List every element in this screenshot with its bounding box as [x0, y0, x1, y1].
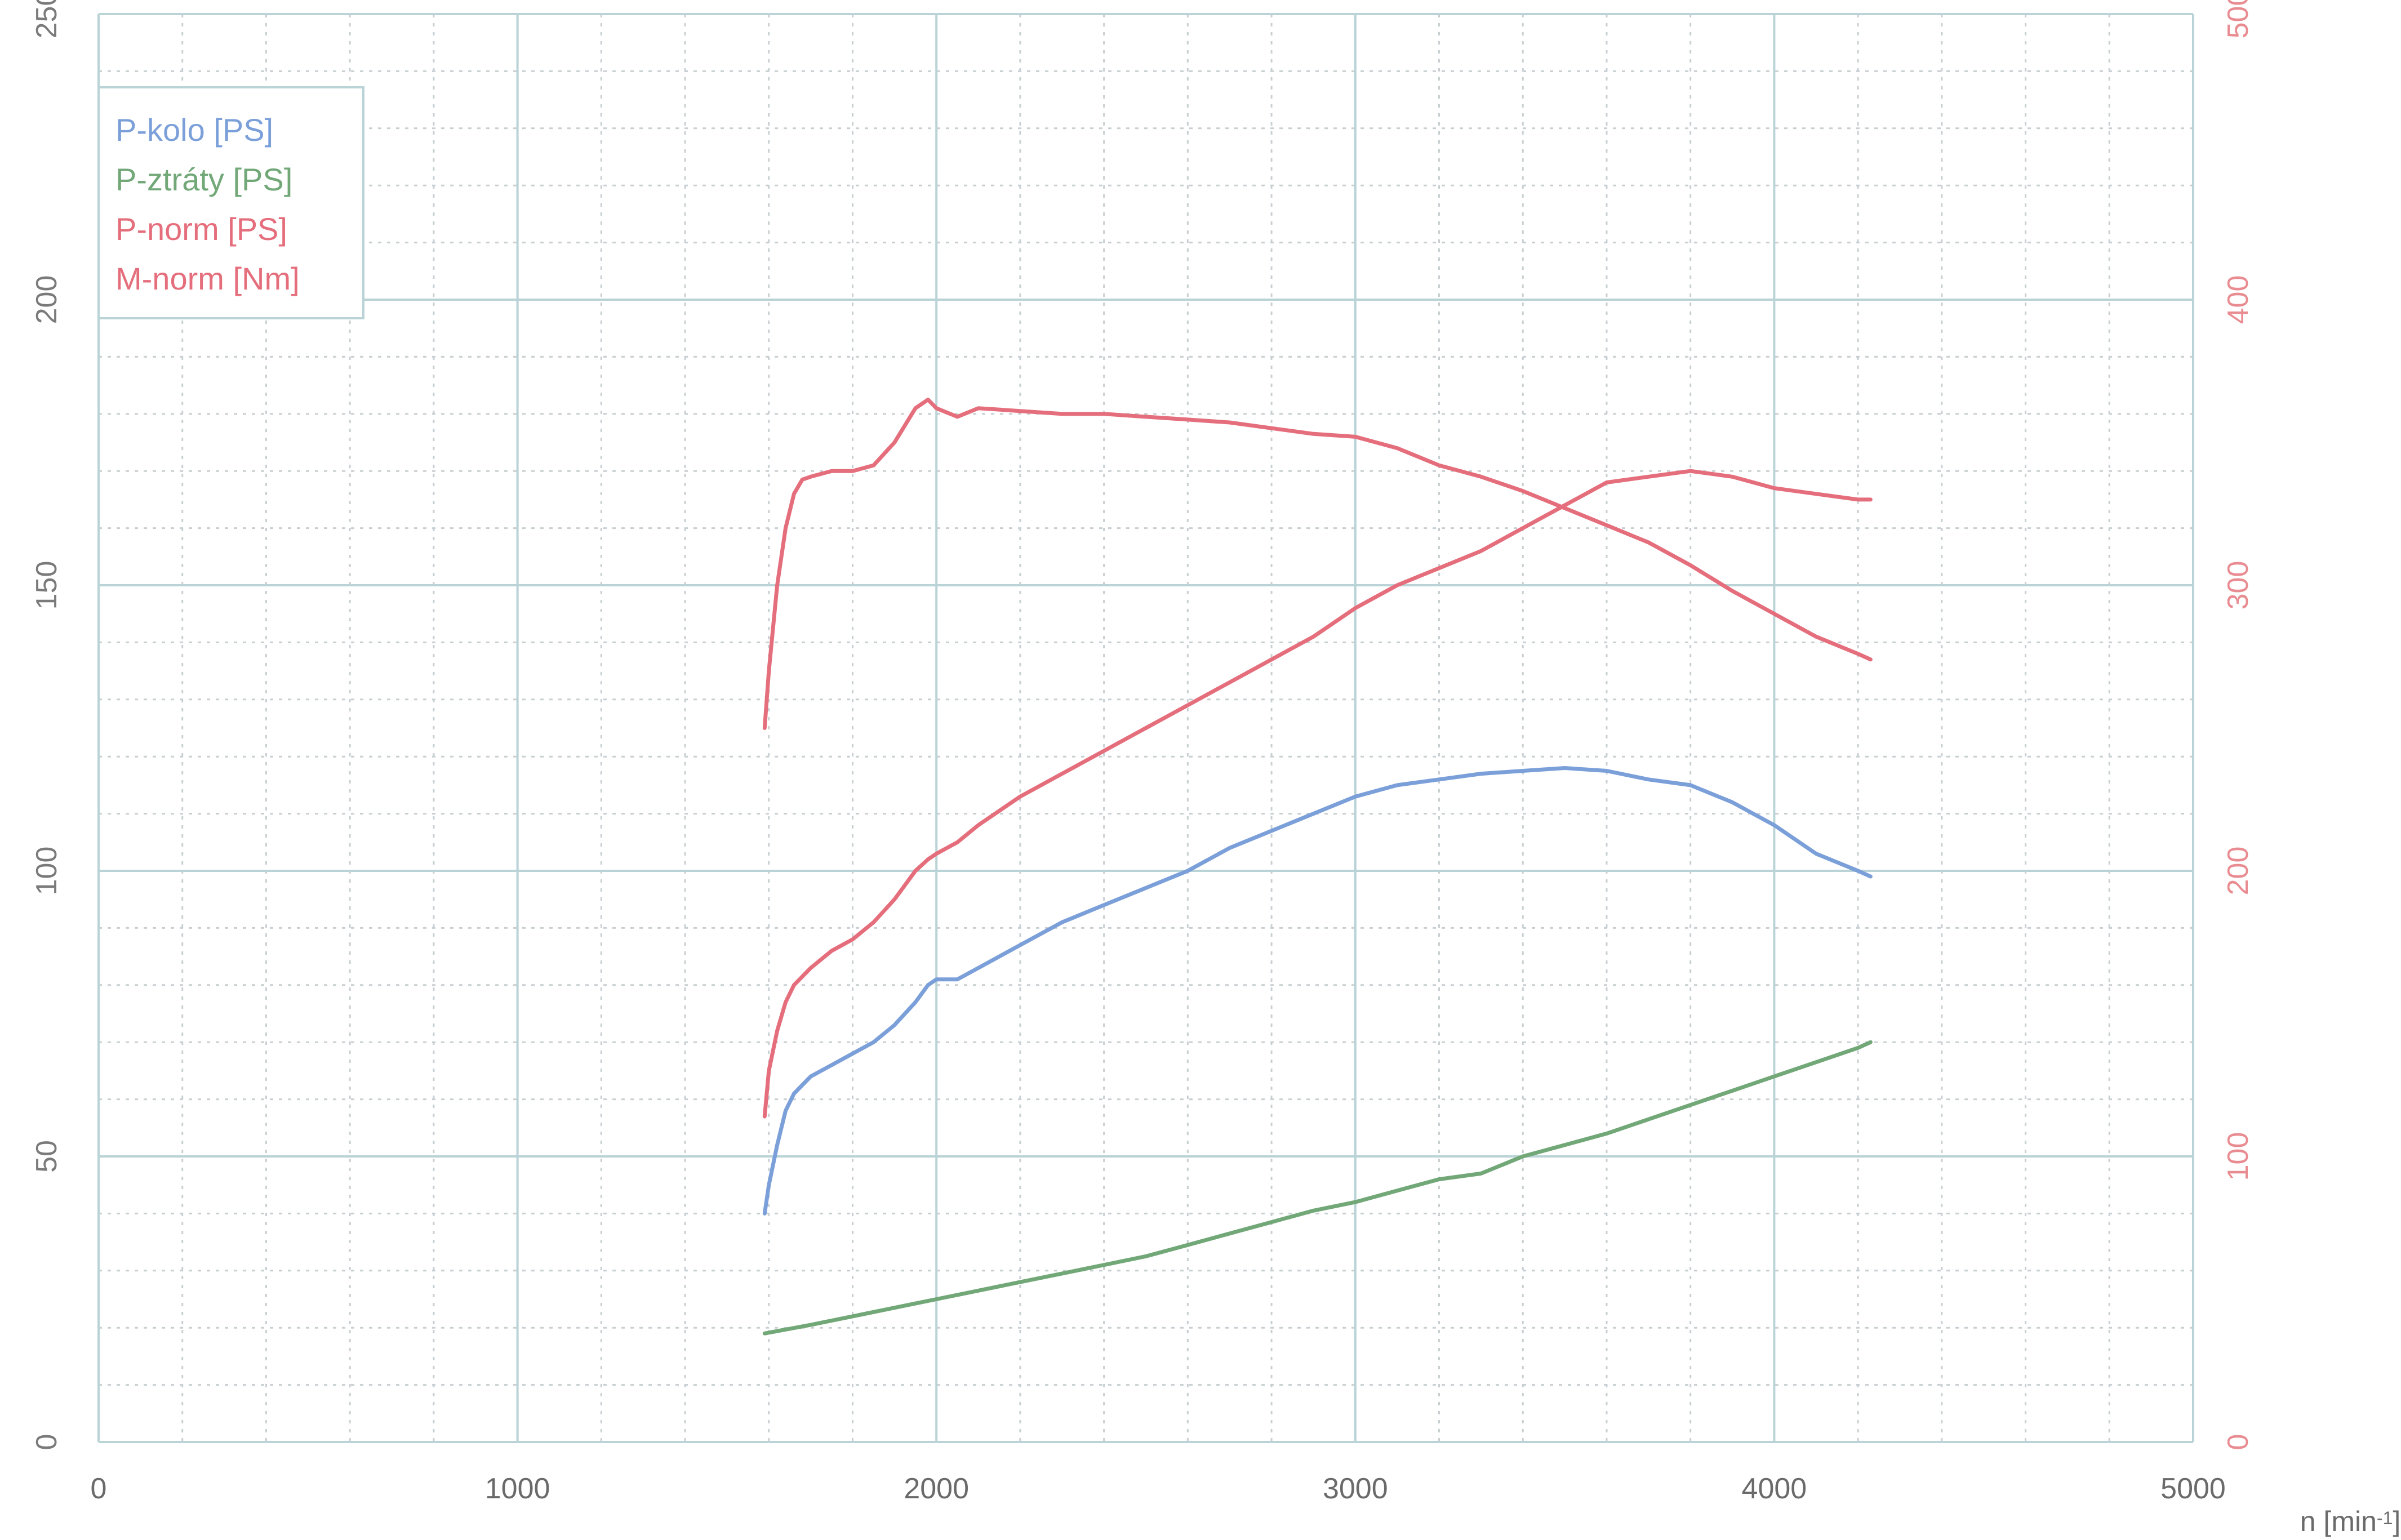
series-line-4 — [762, 398, 1873, 730]
legend-entry-4: M-norm [Nm] — [115, 261, 300, 296]
x-tick-label: 1000 — [485, 1472, 550, 1505]
legend-box — [97, 86, 364, 319]
legend-entry-2: P-ztráty [PS] — [115, 162, 292, 197]
x-tick-label: 3000 — [1323, 1472, 1388, 1505]
x-axis-label-close: ] — [2393, 1506, 2400, 1537]
y-right-tick-label: 100 — [2222, 1132, 2255, 1181]
legend-entry-3: P-norm [PS] — [115, 211, 287, 247]
y-left-tick-label: 100 — [30, 847, 63, 896]
x-tick-label: 4000 — [1742, 1472, 1807, 1505]
x-tick-label: 2000 — [904, 1472, 969, 1505]
y-right-tick-label: 0 — [2222, 1434, 2255, 1450]
y-right-tick-label: 200 — [2222, 847, 2255, 896]
y-left-tick-label: 0 — [30, 1434, 63, 1450]
y-right-tick-label: 400 — [2222, 275, 2255, 324]
legend: P-kolo [PS] P-ztráty [PS] P-norm [PS] M-nor… — [97, 86, 364, 319]
y-left-tick-label: 250 — [30, 0, 63, 38]
x-tick-label: 5000 — [2160, 1472, 2226, 1505]
series-line-2 — [762, 1040, 1873, 1336]
y-left-tick-label: 150 — [30, 561, 63, 610]
y-left-tick-label: 50 — [30, 1140, 63, 1173]
series-line-1 — [762, 766, 1873, 1216]
x-axis-label-main: n [min — [2300, 1506, 2377, 1537]
y-left-tick-label: 200 — [30, 275, 63, 324]
grid — [97, 13, 2194, 1443]
x-axis-label: n [min-1] — [2300, 1506, 2401, 1537]
series-lines — [762, 398, 1873, 1336]
series-line-3 — [762, 469, 1873, 1119]
x-tick-label: 0 — [91, 1472, 107, 1505]
y-right-tick-label: 300 — [2222, 561, 2255, 610]
x-axis-label-exponent: -1 — [2377, 1508, 2393, 1528]
legend-entry-1: P-kolo [PS] — [115, 112, 273, 148]
y-right-tick-label: 500 — [2222, 0, 2255, 38]
